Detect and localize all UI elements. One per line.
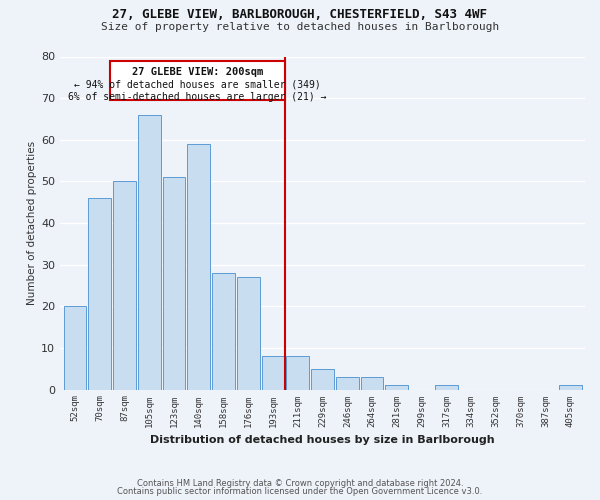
Bar xyxy=(262,356,284,390)
Bar xyxy=(64,306,86,390)
Y-axis label: Number of detached properties: Number of detached properties xyxy=(27,141,37,305)
Bar xyxy=(163,177,185,390)
Bar xyxy=(336,377,359,390)
Text: 27 GLEBE VIEW: 200sqm: 27 GLEBE VIEW: 200sqm xyxy=(132,67,263,77)
Bar xyxy=(311,368,334,390)
Bar xyxy=(435,386,458,390)
Bar xyxy=(212,273,235,390)
Text: ← 94% of detached houses are smaller (349): ← 94% of detached houses are smaller (34… xyxy=(74,80,321,90)
Bar xyxy=(138,115,161,390)
Bar xyxy=(286,356,309,390)
Bar xyxy=(187,144,210,390)
Text: 27, GLEBE VIEW, BARLBOROUGH, CHESTERFIELD, S43 4WF: 27, GLEBE VIEW, BARLBOROUGH, CHESTERFIEL… xyxy=(113,8,487,20)
Text: Size of property relative to detached houses in Barlborough: Size of property relative to detached ho… xyxy=(101,22,499,32)
Text: 6% of semi-detached houses are larger (21) →: 6% of semi-detached houses are larger (2… xyxy=(68,92,327,102)
Bar xyxy=(361,377,383,390)
Text: Contains HM Land Registry data © Crown copyright and database right 2024.: Contains HM Land Registry data © Crown c… xyxy=(137,478,463,488)
FancyBboxPatch shape xyxy=(110,60,286,100)
Bar xyxy=(237,277,260,390)
Bar xyxy=(113,182,136,390)
Text: Contains public sector information licensed under the Open Government Licence v3: Contains public sector information licen… xyxy=(118,487,482,496)
X-axis label: Distribution of detached houses by size in Barlborough: Distribution of detached houses by size … xyxy=(150,435,495,445)
Bar xyxy=(559,386,581,390)
Bar xyxy=(385,386,408,390)
Bar xyxy=(88,198,111,390)
